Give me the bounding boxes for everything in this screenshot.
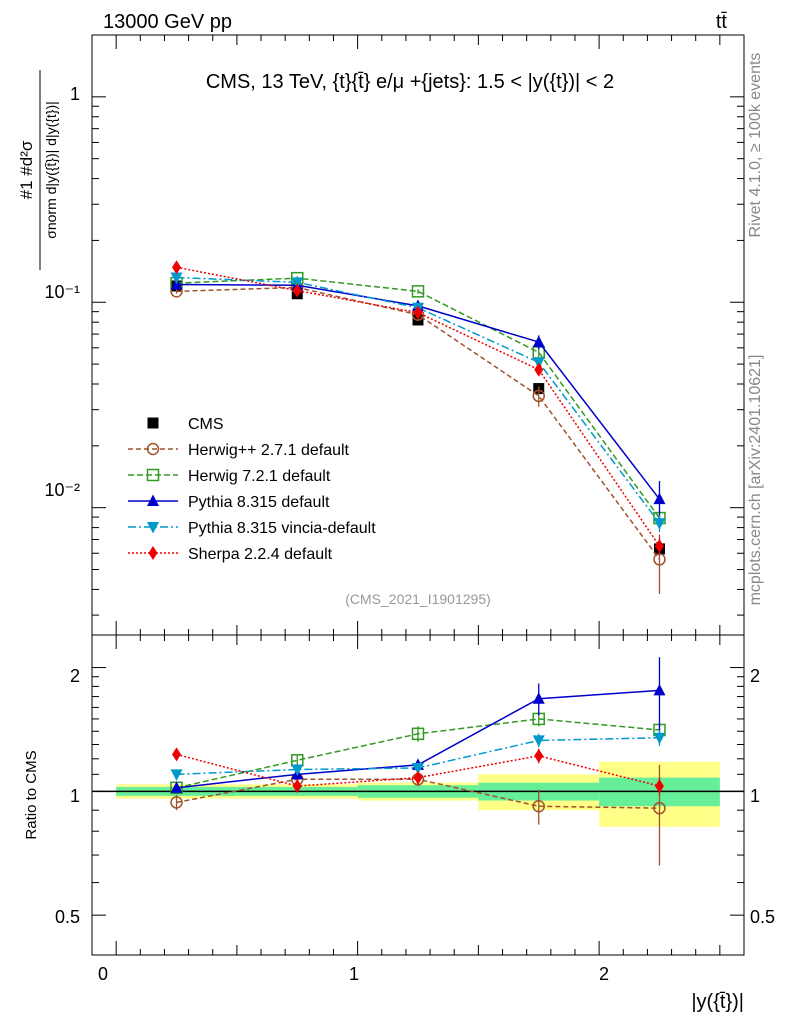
main-title: CMS, 13 TeV, {t}{t̄} e/μ +{jets}: 1.5 < …: [206, 71, 614, 93]
legend-marker: [146, 468, 160, 482]
ratio-point: [532, 799, 545, 813]
energy-label: 13000 GeV pp: [103, 11, 232, 33]
legend-label-herwigpp: Herwig++ 2.7.1 default: [188, 442, 350, 459]
data-point: [291, 277, 304, 289]
data-point: [172, 260, 182, 275]
ratio-point: [411, 727, 425, 741]
ratio-ylabel: Ratio to CMS: [23, 750, 40, 839]
legend-marker: [148, 546, 158, 560]
x-tick-label-0: 0: [98, 964, 108, 984]
ratio-point: [170, 781, 183, 793]
legend-label-vincia: Pythia 8.315 vincia-default: [188, 520, 376, 537]
ratio-point: [170, 769, 183, 781]
ratio-point: [413, 770, 423, 785]
ratio-tick-label-1: 1: [70, 786, 80, 806]
ratio-tick-label-0p5-right: 0.5: [750, 907, 775, 927]
ratio-tick-label-1-right: 1: [750, 786, 760, 806]
main-ylabel-denominator: σnorm d|y({t̄})| d|y({t})|: [43, 101, 59, 239]
ratio-point: [532, 735, 545, 747]
data-point: [654, 539, 664, 554]
legend-label-sherpa: Sherpa 2.2.4 default: [188, 546, 333, 563]
ratio-point: [292, 779, 302, 794]
ratio-point: [172, 747, 182, 762]
ratio-point: [170, 796, 183, 809]
legend-label-pythia: Pythia 8.315 default: [188, 494, 330, 511]
ratio-point: [653, 801, 666, 815]
y-tick-label-1: 1: [70, 84, 80, 104]
ratio-point: [653, 732, 666, 745]
ratio-point: [654, 779, 664, 794]
ratio-panel-frame: [91, 634, 745, 956]
data-point: [653, 518, 666, 530]
ratio-tick-label-0p5: 0.5: [55, 907, 80, 927]
rivet-label: Rivet 4.1.0, ≥ 100k events: [747, 53, 764, 238]
legend-label-herwig7: Herwig 7.2.1 default: [188, 468, 331, 485]
series-line: [176, 286, 661, 560]
legend-marker: [147, 494, 159, 506]
plot-marks: [92, 34, 744, 955]
y-tick-label-0p01: 10⁻²: [44, 480, 80, 500]
data-point: [411, 285, 425, 298]
data-point: [170, 272, 183, 284]
legend-marker: [146, 442, 160, 456]
legend-label-cms: CMS: [188, 416, 224, 433]
ratio-point: [534, 748, 544, 763]
x-tick-label-2: 2: [599, 964, 609, 984]
main-ylabel: #1 #d²σ σnorm d|y({t̄})| d|y({t})|: [17, 70, 59, 270]
data-point: [413, 305, 423, 320]
legend-marker: [147, 417, 159, 429]
x-tick-label-1: 1: [349, 964, 359, 984]
process-label: tt̄: [716, 11, 728, 33]
data-point: [532, 335, 545, 348]
analysis-label: (CMS_2021_I1901295): [345, 591, 491, 607]
data-point: [292, 283, 302, 298]
x-axis-label: |y({t̄})|: [691, 991, 744, 1013]
source-label: mcplots.cern.ch [arXiv:2401.10621]: [747, 355, 764, 606]
main-panel-frame: [91, 34, 745, 636]
main-ylabel-numerator: #1 #d²σ: [17, 140, 36, 199]
ratio-point: [291, 764, 304, 777]
series-line: [176, 277, 661, 519]
ratio-point: [532, 692, 545, 704]
ratio-tick-label-2: 2: [70, 666, 80, 686]
ratio-tick-label-2-right: 2: [750, 666, 760, 686]
y-tick-label-0p1: 10⁻¹: [44, 282, 80, 302]
ratio-point: [412, 762, 424, 775]
legend-marker: [147, 522, 159, 534]
data-point: [532, 389, 545, 403]
data-point: [653, 492, 666, 505]
data-point: [534, 362, 544, 377]
ratio-point: [653, 683, 666, 696]
legend: CMS Herwig++ 2.7.1 default Herwig 7.2.1 …: [188, 416, 376, 563]
